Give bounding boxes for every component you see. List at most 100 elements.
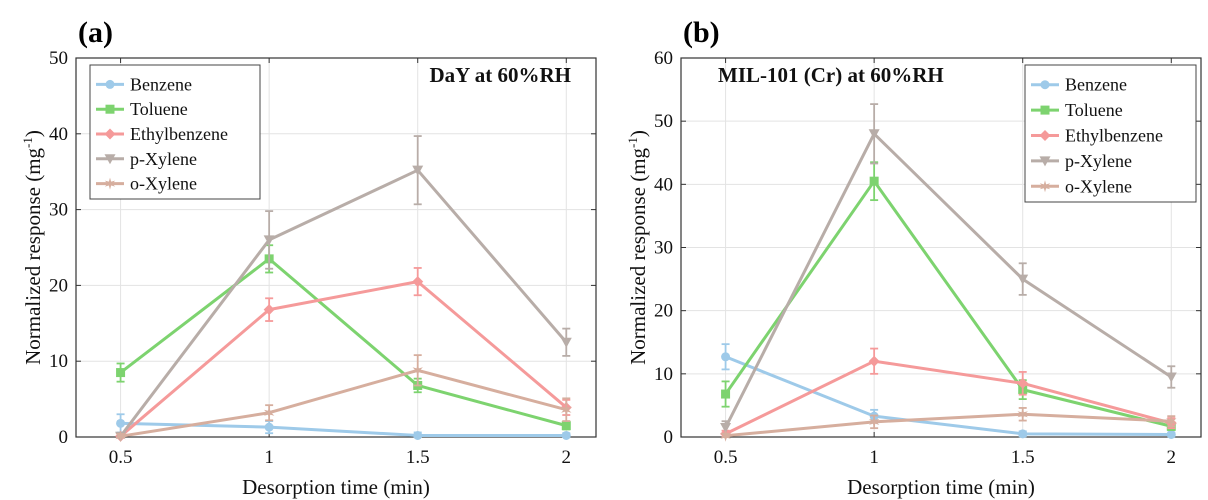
data-point-o-xylene <box>263 406 275 419</box>
y-tick-label: 10 <box>654 364 673 385</box>
data-point-p-xylene <box>560 337 572 348</box>
y-tick-label: 30 <box>49 200 68 221</box>
x-tick-label: 0.5 <box>714 447 738 468</box>
y-tick-label: 40 <box>49 124 68 145</box>
series-toluene <box>116 244 571 431</box>
data-point-o-xylene <box>412 364 423 377</box>
data-point-o-xylene <box>115 430 126 443</box>
x-tick-label: 0.5 <box>109 447 133 468</box>
series-toluene <box>721 161 1176 431</box>
data-point-ethylbenzene <box>412 276 424 288</box>
data-point-benzene <box>116 418 126 428</box>
x-tick-label: 1 <box>264 447 274 468</box>
data-point-o-xylene <box>1017 408 1028 421</box>
legend-marker-p-xylene <box>104 154 116 165</box>
data-point-p-xylene <box>263 235 275 246</box>
x-axis-label: Desorption time (min) <box>847 475 1035 499</box>
legend-label-p-xylene: p-Xylene <box>1065 151 1132 171</box>
series-line-p-xylene <box>119 168 568 438</box>
legend-marker-benzene <box>105 79 115 89</box>
series-p-xylene <box>720 103 1177 435</box>
data-point-benzene <box>721 352 731 362</box>
data-point-p-xylene <box>868 129 880 140</box>
data-point-p-xylene <box>720 423 732 434</box>
data-point-o-xylene <box>561 403 572 416</box>
data-point-benzene <box>264 422 274 432</box>
legend-label-benzene: Benzene <box>1065 75 1127 95</box>
legend-marker-p-xylene <box>1039 156 1051 167</box>
y-tick-label: 20 <box>49 275 68 296</box>
series-line-benzene <box>725 355 1172 436</box>
legend-marker-ethylbenzene <box>104 128 116 140</box>
legend-label-o-xylene: o-Xylene <box>1065 176 1132 196</box>
legend-label-toluene: Toluene <box>130 99 188 119</box>
y-tick-label: 40 <box>654 174 673 195</box>
condition-annotation: MIL-101 (Cr) at 60%RH <box>718 63 944 87</box>
legend-box <box>1024 64 1197 203</box>
x-tick-label: 1.5 <box>406 447 430 468</box>
data-point-o-xylene <box>720 429 731 442</box>
legend-label-ethylbenzene: Ethylbenzene <box>130 124 228 144</box>
legend-label-toluene: Toluene <box>1065 100 1123 120</box>
data-point-ethylbenzene <box>1017 377 1029 389</box>
legend-marker-benzene <box>1040 80 1050 90</box>
legend-marker-o-xylene <box>1039 180 1051 193</box>
data-point-p-xylene <box>1165 372 1177 383</box>
series-o-xylene <box>115 354 572 443</box>
series-benzene <box>721 343 1176 439</box>
y-axis-label: Normalized response (mg-1) <box>625 130 650 365</box>
legend-marker-o-xylene <box>104 177 116 190</box>
series-line-toluene <box>724 179 1172 428</box>
chart-panel-a: 0 10 20 30 40 50 0.5 1 1.5 2 Desorption time (min)… <box>20 16 597 499</box>
y-tick-label: 60 <box>654 48 673 69</box>
y-tick-label: 30 <box>654 238 673 259</box>
data-point-toluene <box>116 368 126 378</box>
y-tick-label: 10 <box>49 351 68 372</box>
data-point-ethylbenzene <box>263 304 275 316</box>
data-point-p-xylene <box>412 165 424 176</box>
legend-marker-toluene <box>1040 105 1050 115</box>
data-point-ethylbenzene <box>868 355 880 367</box>
chart-panel-b: 0 10 20 30 40 50 60 0.5 1 1.5 2 Desorption time (mi… <box>625 16 1202 499</box>
data-point-benzene <box>1018 429 1028 439</box>
data-point-toluene <box>561 421 571 431</box>
legend-label-ethylbenzene: Ethylbenzene <box>1065 126 1163 146</box>
legend-label-p-xylene: p-Xylene <box>130 149 197 169</box>
y-tick-label: 0 <box>664 427 674 448</box>
legend-box <box>89 64 261 200</box>
plot-frame <box>75 57 597 438</box>
x-tick-label: 2 <box>562 447 572 468</box>
x-axis-label: Desorption time (min) <box>242 475 430 499</box>
panel-label: (a) <box>78 16 113 49</box>
legend-marker-toluene <box>105 104 115 114</box>
series-line-ethylbenzene <box>724 359 1172 436</box>
legend-label-benzene: Benzene <box>130 74 192 94</box>
data-point-benzene <box>413 430 423 440</box>
data-point-benzene <box>1166 429 1176 439</box>
y-tick-label: 50 <box>49 48 68 69</box>
condition-annotation: DaY at 60%RH <box>429 63 571 87</box>
y-tick-label: 20 <box>654 301 673 322</box>
panel-label: (b) <box>683 16 720 49</box>
series-line-toluene <box>119 257 567 428</box>
legend: Benzene Toluene Ethylbenzene p-Xylene o-Xyle… <box>1024 64 1197 203</box>
series-line-ethylbenzene <box>119 280 568 438</box>
data-point-o-xylene <box>1166 415 1177 428</box>
legend: Benzene Toluene Ethylbenzene p-Xylene o-Xyle… <box>89 64 261 200</box>
y-tick-label: 50 <box>654 111 673 132</box>
data-point-benzene <box>561 430 571 440</box>
data-point-o-xylene <box>868 415 880 428</box>
x-tick-label: 2 <box>1167 447 1177 468</box>
data-point-p-xylene <box>1017 274 1029 285</box>
y-tick-label: 0 <box>59 427 69 448</box>
series-line-p-xylene <box>724 132 1173 429</box>
series-o-xylene <box>720 407 1177 442</box>
legend-label-o-xylene: o-Xylene <box>130 174 197 194</box>
series-line-o-xylene <box>725 412 1172 438</box>
x-tick-label: 1 <box>869 447 879 468</box>
series-line-o-xylene <box>120 368 567 438</box>
data-point-toluene <box>721 389 731 399</box>
x-tick-label: 1.5 <box>1011 447 1035 468</box>
legend-marker-ethylbenzene <box>1039 130 1051 141</box>
